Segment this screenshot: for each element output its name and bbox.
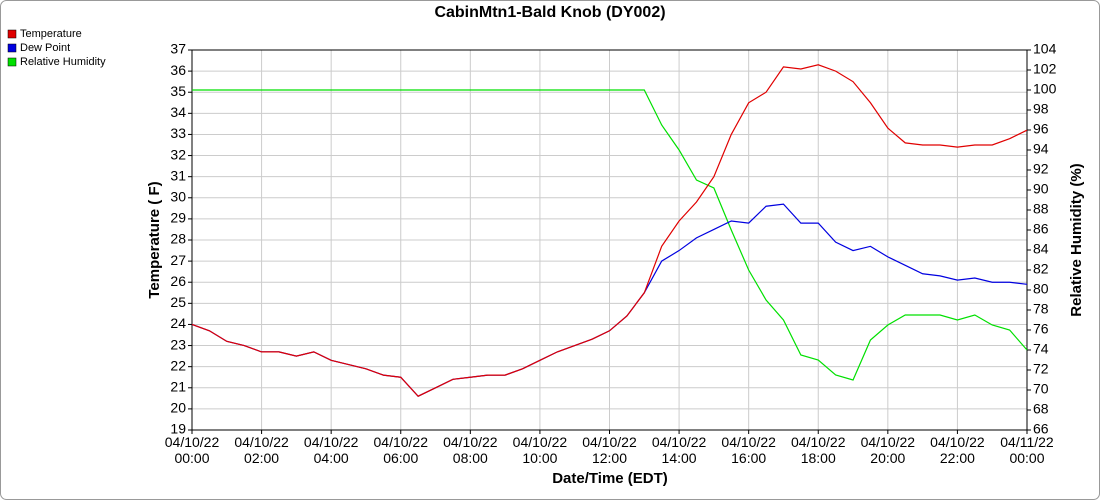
series-line (191, 64, 1028, 397)
y-tick-label: 25 (170, 294, 186, 310)
y2-tick-label: 94 (1033, 141, 1049, 157)
y2-axis-label: Relative Humidity (%) (1068, 163, 1085, 316)
x-tick-label: 04/10/22 08:00 (443, 434, 498, 466)
y-tick-label: 20 (170, 400, 186, 416)
y2-tick-label: 66 (1033, 421, 1049, 437)
y-tick-label: 35 (170, 83, 186, 99)
x-tick-label: 04/10/22 10:00 (512, 434, 568, 466)
y-axis-label: Temperature ( F) (146, 181, 163, 298)
y2-tick-label: 102 (1033, 61, 1057, 77)
x-axis-label: Date/Time (EDT) (552, 470, 668, 487)
y-tick-label: 30 (170, 188, 186, 204)
y2-tick-label: 86 (1033, 221, 1049, 237)
y2-tick-label: 84 (1033, 241, 1049, 257)
x-tick-label: 04/10/22 16:00 (721, 434, 776, 466)
legend-swatch (7, 57, 17, 67)
chart-title: CabinMtn1-Bald Knob (DY002) (434, 4, 665, 21)
x-tick-label: 04/10/22 18:00 (791, 434, 846, 466)
y-tick-label: 22 (170, 357, 186, 373)
y-tick-label: 31 (170, 167, 186, 183)
y2-tick-label: 80 (1033, 281, 1049, 297)
y-tick-label: 19 (170, 421, 186, 437)
y-tick-label: 34 (170, 104, 186, 120)
x-tick-label: 04/11/22 00:00 (1000, 434, 1054, 466)
x-tick-label: 04/10/22 22:00 (930, 434, 985, 466)
y-tick-label: 27 (170, 252, 186, 268)
legend-label: Temperature (20, 28, 82, 40)
x-tick-label: 04/10/22 04:00 (303, 434, 359, 466)
y2-tick-label: 72 (1033, 361, 1049, 377)
y2-tick-label: 92 (1033, 161, 1049, 177)
y2-tick-label: 104 (1033, 41, 1057, 57)
y-tick-label: 29 (170, 210, 186, 226)
y2-tick-label: 98 (1033, 101, 1049, 117)
x-tick-label: 04/10/22 20:00 (860, 434, 916, 466)
y2-tick-label: 100 (1033, 81, 1057, 97)
y-tick-label: 24 (170, 315, 186, 331)
y-tick-label: 33 (170, 125, 186, 141)
y-tick-label: 28 (170, 231, 186, 247)
y2-tick-label: 70 (1033, 381, 1049, 397)
x-tick-label: 04/10/22 14:00 (651, 434, 707, 466)
y-tick-label: 23 (170, 336, 186, 352)
x-tick-label: 04/10/22 02:00 (234, 434, 289, 466)
y2-tick-label: 88 (1033, 201, 1049, 217)
y2-tick-label: 78 (1033, 301, 1049, 317)
plot-border (191, 49, 1028, 431)
y2-tick-label: 96 (1033, 121, 1049, 137)
legend-swatch (7, 29, 17, 39)
legend-swatch (7, 43, 17, 53)
y2-tick-label: 76 (1033, 321, 1049, 337)
y2-tick-label: 90 (1033, 181, 1049, 197)
x-tick-label: 04/10/22 00:00 (164, 434, 220, 466)
x-tick-label: 04/10/22 12:00 (582, 434, 637, 466)
y2-tick-label: 82 (1033, 261, 1049, 277)
legend-label: Dew Point (20, 42, 70, 54)
series-line (192, 89, 1028, 381)
y2-tick-label: 74 (1033, 341, 1049, 357)
y-tick-label: 36 (170, 62, 186, 78)
y2-tick-label: 68 (1033, 401, 1049, 417)
x-tick-label: 04/10/22 06:00 (373, 434, 429, 466)
y-tick-label: 32 (170, 146, 186, 162)
y-tick-label: 26 (170, 273, 186, 289)
y-tick-label: 37 (170, 41, 186, 57)
y-tick-label: 21 (170, 378, 186, 394)
legend-label: Relative Humidity (20, 56, 106, 68)
